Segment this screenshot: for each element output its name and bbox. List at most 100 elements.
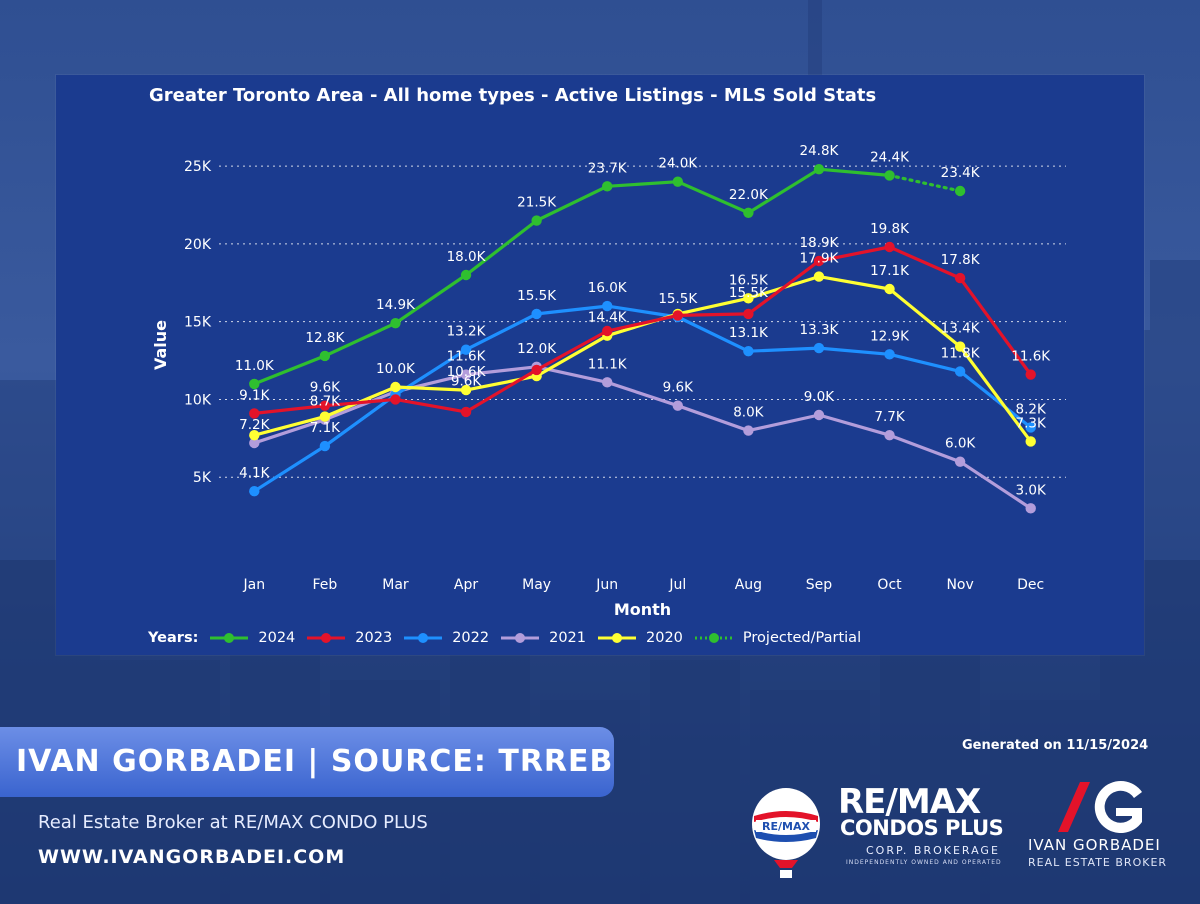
legend-marker-2022 [404, 633, 443, 643]
data-label: 12.8K [305, 330, 345, 346]
data-point [743, 207, 754, 218]
y-tick-label: 20K [184, 237, 212, 253]
x-tick-label: Sep [806, 577, 833, 593]
data-point [1025, 503, 1036, 514]
data-label: 18.0K [447, 249, 487, 265]
data-point [531, 364, 542, 376]
data-label: 24.4K [870, 149, 910, 165]
data-label: 13.3K [799, 322, 839, 338]
data-label: 13.2K [447, 324, 487, 340]
data-point [954, 272, 966, 284]
data-point [319, 440, 331, 452]
data-point [1025, 369, 1036, 380]
data-label: 8.0K [733, 405, 764, 421]
x-tick-label: Jun [595, 577, 618, 593]
ig-role-text: REAL ESTATE BROKER [1028, 856, 1168, 869]
data-label: 14.4K [588, 310, 628, 326]
data-label: 7.1K [310, 420, 341, 436]
data-label: 12.9K [870, 328, 910, 344]
data-point [672, 400, 683, 411]
legend-label-2023: 2023 [355, 630, 393, 646]
data-point [249, 408, 260, 419]
legend-item-projected[interactable]: Projected/Partial [693, 630, 861, 646]
data-point [813, 342, 825, 354]
data-point [602, 377, 613, 388]
series-line-2021 [253, 365, 1032, 510]
data-label: 7.3K [1016, 415, 1047, 431]
x-tick-label: Aug [735, 577, 762, 593]
data-point [390, 394, 401, 405]
x-axis-label: Month [614, 600, 671, 619]
data-point [390, 318, 401, 329]
website-link[interactable]: WWW.IVANGORBADEI.COM [38, 846, 346, 868]
data-point [954, 366, 966, 377]
data-label: 15.5K [517, 288, 557, 304]
x-tick-label: Oct [877, 577, 902, 593]
legend-label-2020: 2020 [646, 630, 683, 646]
data-label: 12.0K [517, 341, 557, 357]
x-tick-label: Apr [454, 577, 478, 593]
data-point [531, 308, 542, 320]
legend-label-2021: 2021 [549, 630, 586, 646]
data-point [954, 456, 966, 467]
line-chart: 5K 10K 15K 20K 25K Jan Feb Mar Apr May Jun Jul Aug Se… [151, 143, 1066, 619]
x-tick-label: Jan [242, 577, 265, 593]
legend: Years: 2024 2023 2022 2021 2020 Projecte… [148, 627, 871, 649]
data-point [460, 344, 472, 355]
independently-owned-text: INDEPENDENTLY OWNED AND OPERATED [846, 859, 1002, 866]
x-tick-label: May [522, 577, 551, 593]
data-label: 4.1K [239, 465, 270, 481]
legend-item-2021[interactable]: 2021 [499, 630, 586, 646]
data-label: 23.7K [588, 160, 628, 176]
ivan-gorbadei-logo: IVAN GORBADEI REAL ESTATE BROKER [1020, 778, 1180, 878]
x-tick-label: Dec [1017, 577, 1044, 593]
data-label: 17.9K [799, 251, 839, 267]
data-point [319, 411, 331, 422]
data-point [743, 346, 754, 357]
data-label: 19.8K [870, 221, 910, 237]
legend-item-2024[interactable]: 2024 [208, 630, 295, 646]
x-tick-label: Nov [946, 577, 973, 593]
data-point [602, 300, 613, 312]
series-line-2023 [254, 245, 1032, 415]
data-point [602, 325, 613, 337]
data-point [884, 430, 895, 441]
data-point [884, 241, 895, 253]
data-point [743, 293, 754, 304]
condos-plus-wordmark: CONDOS PLUS [840, 816, 1004, 840]
data-label: 15.5K [729, 285, 769, 301]
generated-date: Generated on 11/15/2024 [962, 738, 1149, 753]
data-label: 9.1K [239, 387, 270, 403]
legend-item-2023[interactable]: 2023 [305, 630, 392, 646]
data-point [743, 425, 754, 436]
data-point [884, 283, 895, 295]
ig-name-text: IVAN GORBADEI [1028, 836, 1161, 854]
series-line-projected-partial [887, 173, 962, 193]
data-label: 6.0K [945, 436, 976, 452]
legend-item-2022[interactable]: 2022 [402, 630, 489, 646]
y-tick-label: 15K [184, 315, 212, 331]
data-label: 23.4K [941, 165, 981, 181]
data-label: 22.0K [729, 187, 769, 203]
chart-panel: Greater Toronto Area - All home types - … [56, 75, 1144, 655]
data-label: 18.9K [799, 235, 839, 251]
data-point [390, 381, 401, 393]
data-label: 16.0K [588, 280, 628, 296]
data-label: 15.5K [658, 291, 698, 307]
remax-condos-plus-logo: RE/MAX CONDOS PLUS CORP. BROKERAGE INDEP… [838, 782, 1004, 878]
x-tick-label: Jul [668, 577, 686, 593]
data-point [672, 310, 683, 321]
data-label: 8.7K [310, 394, 341, 410]
data-point [460, 406, 472, 418]
y-axis-label: Value [151, 320, 170, 370]
data-point [460, 269, 472, 281]
data-label: 17.8K [941, 252, 981, 268]
data-point [249, 486, 260, 497]
legend-item-2020[interactable]: 2020 [596, 630, 683, 646]
data-label: 13.1K [729, 325, 769, 341]
data-label: 9.6K [663, 380, 694, 396]
data-point [249, 430, 260, 441]
data-label: 24.8K [799, 143, 839, 159]
data-point [672, 176, 683, 187]
ig-monogram-icon [1058, 781, 1142, 833]
